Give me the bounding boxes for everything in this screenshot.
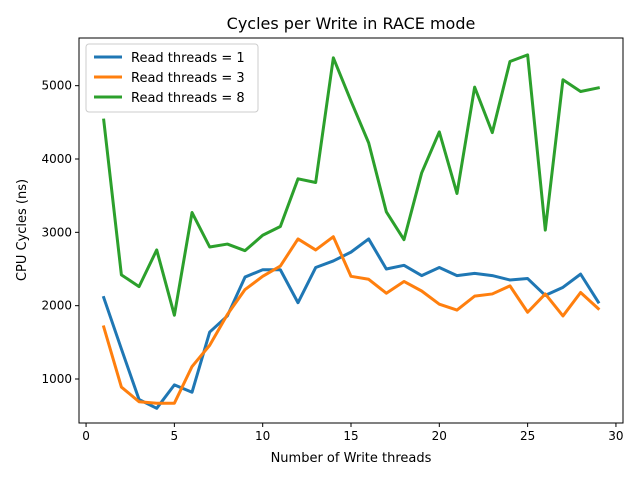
x-tick-label: 20 (432, 429, 447, 443)
y-axis: 1000 2000 3000 4000 5000 (41, 79, 79, 386)
y-tick-label: 4000 (41, 152, 72, 166)
x-tick-label: 5 (171, 429, 179, 443)
y-tick-label: 5000 (41, 79, 72, 93)
y-axis-label: CPU Cycles (ns) (15, 179, 30, 281)
x-axis: 0 5 10 15 20 25 30 (82, 423, 624, 443)
x-tick-label: 0 (82, 429, 90, 443)
legend: Read threads = 1 Read threads = 3 Read thr… (85, 43, 259, 113)
x-tick-label: 10 (255, 429, 270, 443)
legend-box (85, 43, 259, 113)
x-tick-label: 25 (520, 429, 535, 443)
series-line-1 (101, 237, 601, 410)
y-tick-label: 2000 (41, 299, 72, 313)
x-axis-label: Number of Write threads (271, 451, 432, 466)
legend-label-1: Read threads = 1 (131, 51, 245, 66)
x-tick-label: 15 (343, 429, 358, 443)
series-line-2 (101, 235, 601, 405)
plot-lines (101, 53, 601, 410)
y-tick-label: 3000 (41, 225, 72, 239)
legend-label-2: Read threads = 3 (131, 71, 245, 86)
legend-label-3: Read threads = 8 (131, 91, 245, 106)
chart-title: Cycles per Write in RACE mode (227, 14, 476, 33)
y-tick-label: 1000 (41, 372, 72, 386)
x-tick-label: 30 (608, 429, 623, 443)
series-line-3 (102, 53, 601, 317)
